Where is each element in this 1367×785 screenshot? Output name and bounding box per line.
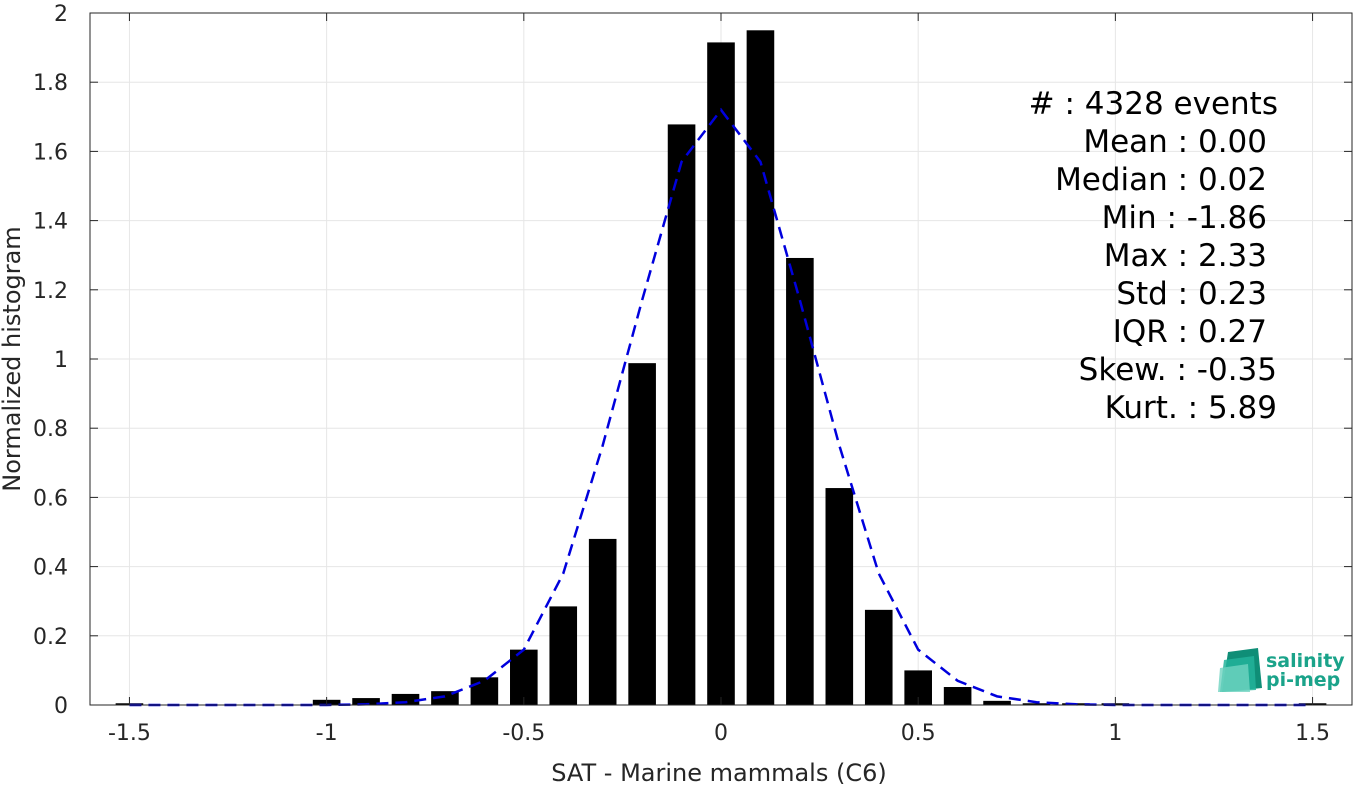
histogram-bar (588, 538, 617, 705)
histogram-bar (391, 693, 420, 705)
histogram-bar (825, 488, 854, 705)
y-tick-label: 2 (54, 2, 68, 27)
logo-text-line1: salinity (1266, 650, 1345, 672)
y-tick-label: 1.6 (33, 140, 68, 165)
histogram-bar (549, 606, 578, 705)
histogram-bar (628, 363, 656, 705)
x-tick-label: 1 (1108, 721, 1122, 746)
stats-line: Skew. : -0.35 (1079, 352, 1277, 388)
y-tick-label: 0.8 (33, 417, 68, 442)
histogram-bar (352, 698, 380, 705)
histogram-bar (746, 30, 775, 706)
wave-logo-icon (1218, 648, 1262, 692)
ticks: -1.5 -1 -0.5 0 0.5 1 1.5 0 0.2 0.4 0.6 0.8 1 1.2 1.4 1.… (33, 2, 1352, 746)
x-axis-label: SAT - Marine mammals (C6) (551, 759, 886, 785)
y-tick-label: 0.2 (33, 625, 68, 650)
histogram-bar (864, 609, 893, 705)
logo-text-line2: pi-mep (1266, 669, 1340, 691)
x-tick-label: 0.5 (901, 721, 936, 746)
histogram-bar (707, 42, 735, 706)
x-tick-label: -1.5 (108, 721, 151, 746)
y-tick-label: 1.8 (33, 71, 68, 96)
salinity-pi-mep-logo: salinity pi-mep (1218, 648, 1345, 692)
x-tick-label: 1.5 (1295, 721, 1330, 746)
y-tick-label: 1 (54, 348, 68, 373)
histogram-bar (510, 649, 538, 705)
histogram-bar (667, 124, 696, 706)
x-tick-label: -1 (316, 721, 338, 746)
stats-line: Kurt. : 5.89 (1105, 390, 1277, 426)
stats-line: Median : 0.02 (1055, 162, 1267, 198)
stats-line: Mean : 0.00 (1083, 124, 1267, 160)
y-tick-label: 0.6 (33, 486, 68, 511)
stats-line: Std : 0.23 (1116, 276, 1267, 312)
y-tick-label: 1.4 (33, 210, 68, 235)
histogram-bar (470, 677, 499, 705)
histogram-bar (1022, 703, 1051, 705)
histogram-bar (943, 687, 972, 705)
x-tick-label: -0.5 (502, 721, 545, 746)
y-axis-label: Normalized histogram (0, 226, 26, 491)
bars (115, 30, 1327, 706)
stats-line: Max : 2.33 (1104, 238, 1267, 274)
y-tick-label: 0 (54, 694, 68, 719)
stats-line: IQR : 0.27 (1113, 314, 1267, 350)
histogram-bar (786, 257, 814, 705)
y-tick-label: 1.2 (33, 279, 68, 304)
stats-line: # : 4328 events (1029, 86, 1278, 122)
y-tick-label: 0.4 (33, 556, 68, 581)
histogram-bar (983, 700, 1011, 705)
x-tick-label: 0 (714, 721, 728, 746)
stats-line: Min : -1.86 (1102, 200, 1267, 236)
